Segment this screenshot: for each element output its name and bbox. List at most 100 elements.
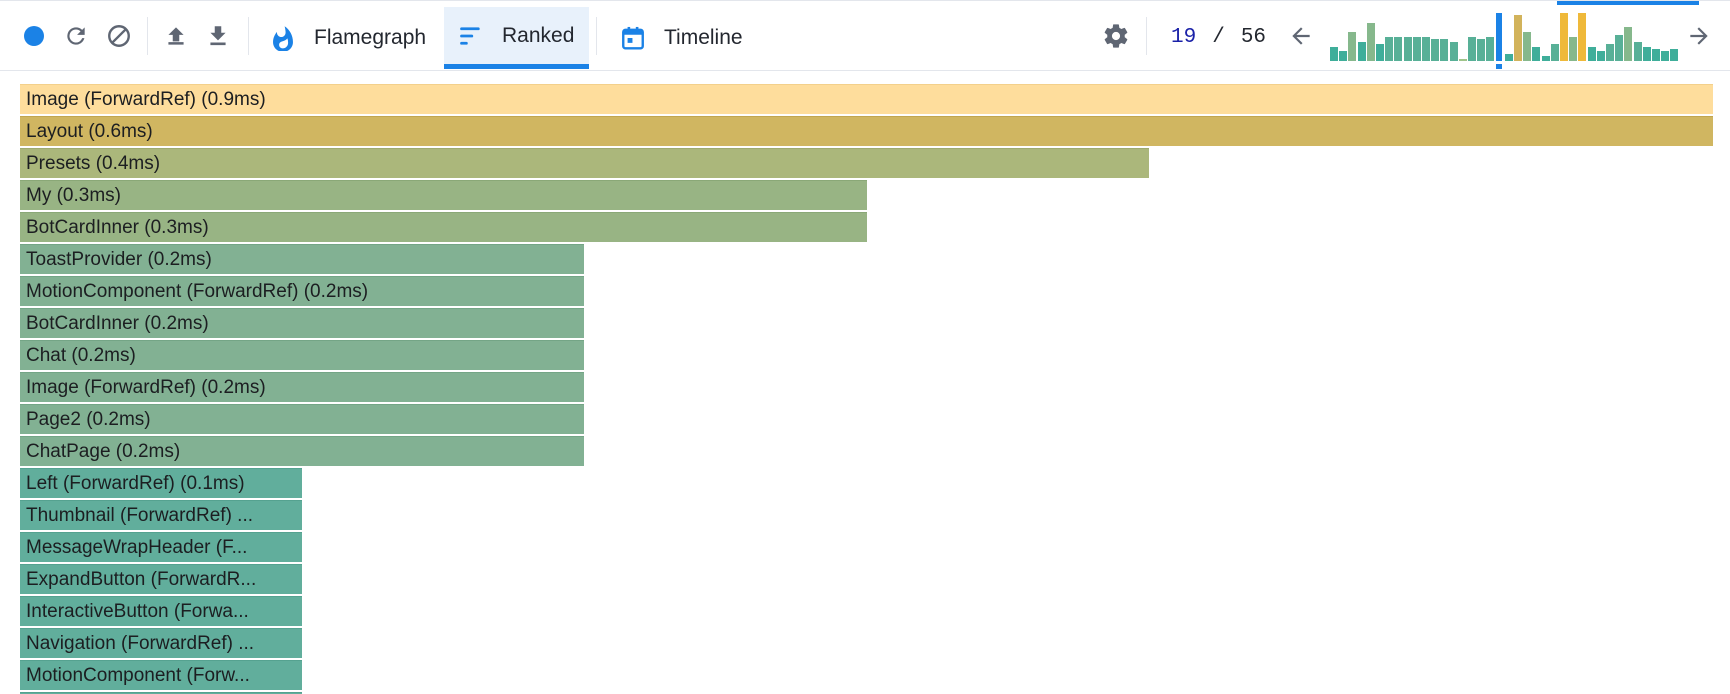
- ranked-row[interactable]: Thumbnail (ForwardRef) ...: [20, 500, 302, 530]
- commit-bar[interactable]: [1560, 13, 1568, 61]
- commit-bar[interactable]: [1330, 47, 1338, 61]
- ranked-row[interactable]: MessageWrapHeader (F...: [20, 532, 302, 562]
- tab-timeline-label: Timeline: [664, 26, 743, 49]
- ranked-row[interactable]: [20, 692, 302, 694]
- commit-bar[interactable]: [1431, 39, 1440, 61]
- commit-bar[interactable]: [1569, 37, 1578, 61]
- ranked-row[interactable]: ChatPage (0.2ms): [20, 436, 584, 466]
- toolbar-separator: [1146, 17, 1147, 55]
- reload-and-profile-button[interactable]: [61, 21, 91, 51]
- ranked-row[interactable]: Presets (0.4ms): [20, 148, 1149, 178]
- commit-bar[interactable]: [1394, 37, 1403, 61]
- ranked-row[interactable]: Navigation (ForwardRef) ...: [20, 628, 302, 658]
- ranked-row-label: Navigation (ForwardRef) ...: [26, 632, 255, 654]
- toolbar-separator: [248, 17, 249, 55]
- load-profile-button[interactable]: [161, 21, 191, 51]
- ranked-row[interactable]: Left (ForwardRef) (0.1ms): [20, 468, 302, 498]
- ranked-row[interactable]: MotionComponent (Forw...: [20, 660, 302, 690]
- tab-flamegraph-label: Flamegraph: [314, 26, 427, 49]
- commit-bar[interactable]: [1578, 13, 1587, 61]
- commit-bar[interactable]: [1385, 37, 1394, 61]
- calendar-icon: [620, 25, 646, 51]
- commit-bar[interactable]: [1422, 37, 1430, 61]
- commit-bar[interactable]: [1532, 47, 1541, 61]
- commit-bar[interactable]: [1376, 44, 1384, 61]
- gear-icon: [1104, 24, 1128, 48]
- ranked-row[interactable]: Chat (0.2ms): [20, 340, 584, 370]
- download-icon: [210, 26, 226, 46]
- ranked-row[interactable]: Image (ForwardRef) (0.2ms): [20, 372, 584, 402]
- commit-bar[interactable]: [1670, 49, 1679, 61]
- commit-bar[interactable]: [1348, 32, 1357, 61]
- commit-total: 56: [1240, 25, 1267, 49]
- settings-button[interactable]: [1101, 21, 1131, 51]
- ranked-row[interactable]: BotCardInner (0.2ms): [20, 308, 584, 338]
- previous-commit-button[interactable]: [1286, 21, 1316, 51]
- ranked-row-label: MotionComponent (Forw...: [26, 664, 250, 686]
- ranked-row[interactable]: BotCardInner (0.3ms): [20, 212, 867, 242]
- record-button[interactable]: [19, 21, 49, 51]
- commit-bar[interactable]: [1587, 47, 1596, 61]
- ranked-row-label: Image (ForwardRef) (0.2ms): [26, 376, 266, 398]
- commit-bar[interactable]: [1458, 59, 1467, 61]
- commit-bar[interactable]: [1642, 47, 1651, 61]
- tab-ranked[interactable]: Ranked: [444, 7, 589, 69]
- top-accent-bar: [1557, 1, 1699, 5]
- ranked-row-label: InteractiveButton (Forwa...: [26, 600, 249, 622]
- commit-bar[interactable]: [1661, 51, 1670, 61]
- commit-histogram[interactable]: [1326, 13, 1679, 69]
- ranked-row-label: Image (ForwardRef) (0.9ms): [26, 88, 266, 110]
- save-profile-button[interactable]: [203, 21, 233, 51]
- commit-bar[interactable]: [1514, 15, 1522, 61]
- ranked-chart: Image (ForwardRef) (0.9ms) Layout (0.6ms)…: [0, 71, 1730, 694]
- tab-timeline[interactable]: Timeline: [604, 7, 764, 69]
- toolbar-separator: [147, 17, 148, 55]
- commit-bar[interactable]: [1652, 49, 1660, 61]
- commit-bar[interactable]: [1504, 54, 1513, 61]
- tab-ranked-label: Ranked: [502, 23, 575, 47]
- commit-bar[interactable]: [1440, 39, 1449, 61]
- commit-bar[interactable]: [1477, 39, 1486, 61]
- commit-bar[interactable]: [1541, 56, 1550, 61]
- ranked-row-label: MessageWrapHeader (F...: [26, 536, 248, 558]
- commit-bar[interactable]: [1357, 42, 1366, 61]
- commit-bar[interactable]: [1624, 27, 1633, 61]
- ranked-row-label: ChatPage (0.2ms): [26, 440, 181, 462]
- commit-bar[interactable]: [1606, 44, 1614, 61]
- ranked-row[interactable]: Layout (0.6ms): [20, 116, 1713, 146]
- ranked-row-label: ToastProvider (0.2ms): [26, 248, 212, 270]
- commit-bar[interactable]: [1550, 44, 1559, 61]
- commit-bar[interactable]: [1339, 51, 1348, 61]
- commit-bar[interactable]: [1468, 37, 1476, 61]
- commit-bar[interactable]: [1412, 37, 1421, 61]
- commit-bar[interactable]: [1486, 37, 1495, 61]
- ranked-row-label: Presets (0.4ms): [26, 152, 161, 174]
- ranked-row[interactable]: ToastProvider (0.2ms): [20, 244, 584, 274]
- commit-bar[interactable]: [1596, 51, 1605, 61]
- ranked-row[interactable]: InteractiveButton (Forwa...: [20, 596, 302, 626]
- reload-icon: [67, 27, 85, 45]
- ranked-row-label: ExpandButton (ForwardR...: [26, 568, 257, 590]
- clear-profile-button[interactable]: [104, 21, 134, 51]
- ranked-row-label: Chat (0.2ms): [26, 344, 136, 366]
- record-icon: [24, 26, 44, 46]
- ranked-row[interactable]: My (0.3ms): [20, 180, 867, 210]
- commit-bar[interactable]: [1633, 42, 1642, 61]
- ranked-row[interactable]: Page2 (0.2ms): [20, 404, 584, 434]
- tab-flamegraph[interactable]: Flamegraph: [258, 7, 438, 69]
- ranked-icon: [458, 23, 484, 49]
- commit-bar[interactable]: [1615, 35, 1624, 61]
- commit-bar-selected[interactable]: [1495, 13, 1502, 61]
- arrow-left-icon: [1292, 27, 1310, 45]
- commit-bar[interactable]: [1403, 37, 1412, 61]
- ranked-row[interactable]: MotionComponent (ForwardRef) (0.2ms): [20, 276, 584, 306]
- next-commit-button[interactable]: [1684, 21, 1714, 51]
- commit-selection-marker: [1495, 64, 1502, 69]
- ranked-row[interactable]: ExpandButton (ForwardR...: [20, 564, 302, 594]
- ranked-row-label: My (0.3ms): [26, 184, 121, 206]
- commit-bar[interactable]: [1366, 23, 1375, 61]
- commit-bar[interactable]: [1449, 42, 1458, 61]
- ranked-row[interactable]: Image (ForwardRef) (0.9ms): [20, 84, 1713, 114]
- commit-bar[interactable]: [1523, 32, 1532, 61]
- ranked-row-label: Layout (0.6ms): [26, 120, 153, 142]
